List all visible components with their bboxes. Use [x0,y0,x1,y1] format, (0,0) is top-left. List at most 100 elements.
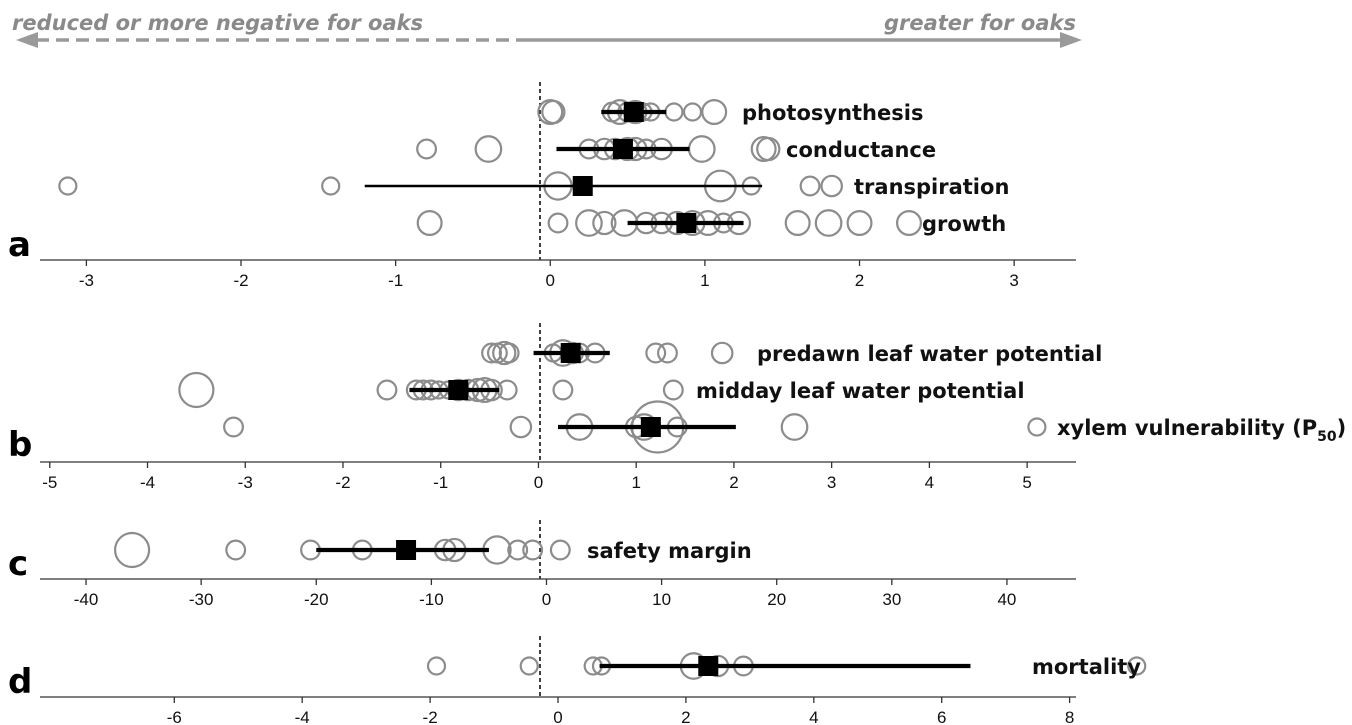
row-xylem-vulnerability-p50-: xylem vulnerability (P50) [223,400,1346,454]
row-predawn-leaf-water-potential: predawn leaf water potential [481,339,1102,367]
study-point [750,136,777,163]
study-point [113,531,151,569]
x-tick-label: -1 [433,473,448,492]
study-point [710,341,734,365]
row-label: predawn leaf water potential [757,342,1102,366]
x-tick-label: -4 [140,473,155,492]
row-label: mortality [1032,655,1141,679]
study-point [522,539,544,561]
study-point [549,539,571,561]
row-label: growth [922,212,1006,236]
mean-effect-marker [396,540,417,560]
study-point [223,416,244,438]
panel-a: -3 -2 -1 0 1 2 3 a photosynthesis conductance tran… [8,82,1076,290]
study-point [682,102,703,122]
panel-letter: d [8,662,32,702]
x-tick-label: 0 [534,473,543,492]
study-point [645,342,667,364]
study-point [426,656,447,676]
header-right-label: greater for oaks [884,11,1076,35]
study-point [657,342,678,364]
x-tick-label: -20 [304,590,329,609]
mean-effect-marker [572,176,593,196]
row-label: conductance [786,138,936,162]
study-point [537,98,564,125]
x-tick-label: 2 [681,708,690,725]
study-point [896,210,923,237]
x-tick-label: -5 [42,473,57,492]
study-point [376,379,398,401]
study-point [509,415,533,439]
x-tick-label: 5 [1022,473,1031,492]
x-tick-label: 1 [700,271,709,290]
row-growth: growth [416,209,1006,237]
mean-effect-marker [448,380,469,400]
study-point [178,371,215,409]
x-tick-label: 8 [1065,708,1074,725]
study-point [416,138,438,160]
mean-effect-marker [698,656,719,676]
x-tick-label: 30 [882,590,901,609]
x-tick-label: 6 [937,708,946,725]
study-point [820,174,843,198]
x-tick-label: -2 [335,473,350,492]
row-conductance: conductance [416,135,936,163]
study-point [664,102,684,122]
study-point [492,340,517,366]
study-point [780,413,809,441]
study-point [575,209,603,237]
study-point [1127,656,1147,676]
row-midday-leaf-water-potential: midday leaf water potential [178,371,1025,409]
direction-header: reduced or more negative for oaks greate… [12,11,1082,48]
study-point [547,212,569,234]
header-arrow-right-head [1060,32,1082,48]
header-left-label: reduced or more negative for oaks [12,11,423,35]
study-point [1027,417,1047,437]
study-point [498,342,520,364]
row-photosynthesis: photosynthesis [537,98,923,125]
x-tick-label: 2 [729,473,738,492]
x-tick-label: 3 [1009,271,1018,290]
study-point [474,135,503,163]
study-point [784,210,811,237]
x-tick-label: -30 [189,590,214,609]
row-transpiration: transpiration [58,169,1009,203]
study-point [846,210,873,237]
study-point [481,342,502,364]
panel-letter: a [8,225,31,265]
chart-panels: -3 -2 -1 0 1 2 3 a photosynthesis conductance tran… [8,82,1346,725]
row-label: midday leaf water potential [696,379,1025,403]
panel-letter: b [8,425,32,465]
mean-effect-marker [640,417,661,437]
study-point [519,656,539,676]
study-point [321,176,341,196]
panel-b: -5 -4 -3 -2 -1 0 1 2 3 4 5 b predawn leaf water pote… [8,323,1346,492]
row-label: safety margin [587,539,752,563]
study-point [592,210,617,236]
x-tick-label: 2 [855,271,864,290]
x-tick-label: 0 [542,590,551,609]
header-arrow-left-head [16,32,38,48]
row-safety-margin: safety margin [113,531,752,569]
study-point [814,209,843,237]
study-point [416,210,443,237]
row-label: xylem vulnerability (P50) [1057,416,1346,445]
x-tick-label: -3 [238,473,253,492]
x-tick-label: 40 [997,590,1016,609]
panel-letter: c [8,544,28,584]
mean-effect-marker [623,102,644,122]
study-point [541,99,566,125]
x-tick-label: -1 [388,271,403,290]
study-point [687,135,716,163]
study-point [552,379,574,401]
x-tick-label: 0 [553,708,562,725]
x-tick-label: 0 [546,271,555,290]
mean-effect-marker [676,213,697,233]
x-tick-label: -3 [79,271,94,290]
x-tick-label: -6 [167,708,182,725]
study-point [662,379,684,401]
x-tick-label: 4 [809,708,818,725]
x-tick-label: 3 [827,473,836,492]
mean-effect-marker [612,139,633,159]
x-tick-label: 4 [925,473,934,492]
